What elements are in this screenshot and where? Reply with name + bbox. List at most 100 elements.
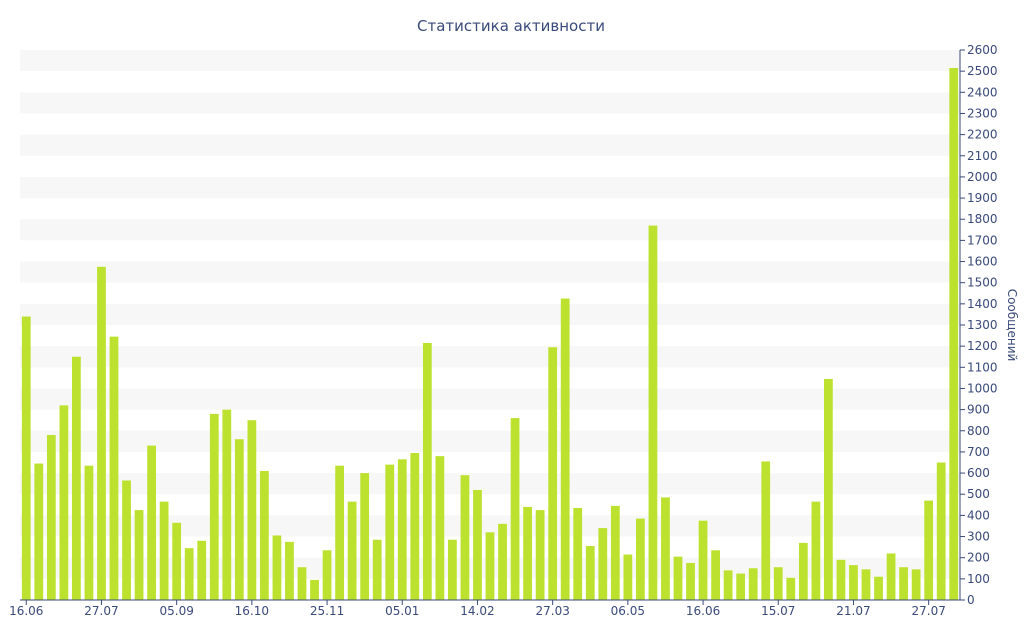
x-tick-label: 27.07	[911, 604, 945, 618]
bar	[548, 347, 558, 600]
bar	[485, 532, 495, 600]
bar	[134, 510, 144, 600]
bar	[335, 465, 344, 600]
bar	[861, 569, 871, 600]
y-tick-label: 1100	[967, 360, 998, 374]
bar	[585, 546, 595, 600]
bar	[936, 462, 946, 600]
x-tick-label: 16.06	[9, 604, 43, 618]
bar	[172, 522, 182, 600]
y-tick-label: 500	[967, 487, 990, 501]
bar	[197, 540, 207, 600]
bar	[836, 559, 846, 600]
grid-band	[20, 219, 960, 241]
grid-band	[20, 388, 960, 410]
bar	[723, 570, 733, 600]
y-tick-label: 2500	[967, 64, 998, 78]
y-tick-label: 1400	[967, 297, 998, 311]
grid-band	[20, 176, 960, 199]
bar	[811, 501, 821, 600]
y-axis: 0 100 200 300 400 500 600 700 800 900 1000 1100 1200…	[959, 43, 998, 607]
bar	[648, 225, 658, 600]
bar	[159, 501, 169, 600]
bar	[372, 539, 382, 600]
bar	[247, 420, 257, 600]
bar	[297, 567, 307, 600]
bar	[285, 541, 294, 600]
y-tick-label: 1500	[967, 276, 998, 290]
bar	[347, 501, 357, 600]
bar	[84, 465, 94, 600]
y-tick-label: 2300	[967, 106, 998, 120]
y-tick-label: 200	[967, 551, 990, 565]
y-tick-label: 2400	[967, 85, 998, 99]
bar	[34, 463, 44, 600]
y-tick-label: 2600	[967, 43, 998, 57]
y-tick-label: 900	[967, 403, 990, 417]
bar	[510, 418, 520, 600]
bar	[147, 445, 156, 600]
bar	[698, 520, 708, 600]
y-tick-label: 800	[967, 424, 990, 438]
bar	[473, 490, 482, 600]
bar	[874, 576, 883, 600]
bar	[849, 565, 858, 600]
bar	[535, 510, 545, 600]
y-tick-label: 700	[967, 445, 990, 459]
y-tick-label: 100	[967, 572, 990, 586]
bar	[661, 497, 670, 600]
bar	[686, 562, 695, 600]
y-tick-label: 1700	[967, 233, 998, 247]
y-tick-label: 2100	[967, 149, 998, 163]
bar	[310, 579, 319, 600]
x-tick-label: 16.10	[235, 604, 269, 618]
x-tick-label: 16.06	[686, 604, 720, 618]
x-tick-label: 15.07	[761, 604, 795, 618]
bar	[59, 405, 69, 600]
grid-band	[20, 50, 960, 72]
x-tick-label: 06.05	[611, 604, 645, 618]
bar	[623, 554, 633, 600]
bar	[360, 473, 370, 600]
y-tick-label: 2000	[967, 170, 998, 184]
bar	[598, 528, 608, 600]
y-axis-label: Сообщений	[1005, 289, 1019, 362]
bar	[711, 550, 720, 600]
bar	[636, 518, 645, 600]
bar	[560, 298, 570, 600]
x-tick-label: 05.01	[385, 604, 419, 618]
grid-band	[20, 303, 960, 325]
y-tick-label: 1300	[967, 318, 998, 332]
bar	[422, 342, 432, 600]
bar	[899, 567, 908, 600]
y-tick-label: 1000	[967, 381, 998, 395]
bar	[498, 523, 507, 600]
bar	[209, 413, 219, 600]
grid-band	[20, 134, 960, 156]
y-tick-label: 300	[967, 530, 990, 544]
bar	[21, 316, 31, 600]
bar	[573, 507, 583, 600]
x-tick-label: 27.07	[84, 604, 118, 618]
x-tick-label: 14.02	[460, 604, 494, 618]
bar	[610, 505, 620, 600]
bar	[122, 480, 131, 600]
bar	[322, 550, 332, 600]
bar	[46, 435, 56, 600]
bar	[761, 461, 771, 600]
chart-title: Статистика активности	[417, 17, 605, 35]
bar	[924, 500, 934, 600]
bar	[523, 506, 532, 600]
grid-band	[20, 430, 960, 452]
bar	[234, 439, 244, 600]
bar	[109, 336, 119, 600]
bar	[886, 553, 896, 600]
y-tick-label: 1200	[967, 339, 998, 353]
bar	[260, 470, 269, 600]
bar	[97, 266, 106, 600]
grid-band	[20, 346, 960, 368]
bar	[773, 567, 783, 600]
x-tick-label: 25.11	[310, 604, 344, 618]
y-tick-label: 1600	[967, 255, 998, 269]
